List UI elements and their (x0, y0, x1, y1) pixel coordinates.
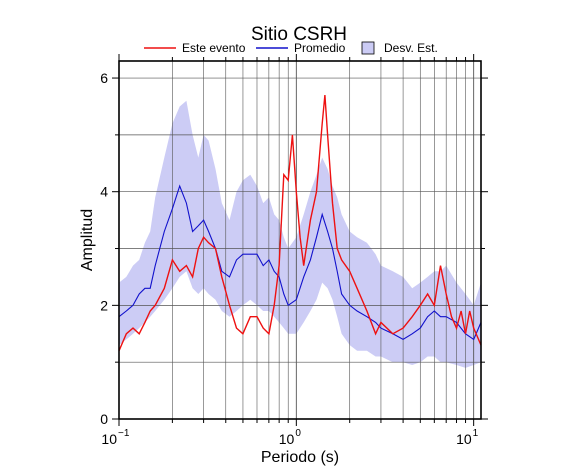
plot-frame (118, 60, 482, 420)
x-tick-label: 10 −1 (101, 428, 129, 447)
legend-label-este-evento: Este evento (182, 41, 246, 55)
x-tick-label-base: 10 (101, 431, 117, 447)
y-axis-label: Amplitud (79, 209, 96, 271)
x-tick-label-base: 10 (279, 431, 295, 447)
x-axis-label: Periodo (s) (261, 449, 339, 466)
legend-label-desv-est: Desv. Est. (384, 41, 438, 55)
x-tick-label-exponent: −1 (118, 428, 130, 439)
y-tick-label: 6 (100, 70, 108, 86)
y-tick-label: 0 (100, 411, 108, 427)
y-tick-label: 4 (100, 184, 108, 200)
x-tick-label-exponent: 1 (473, 428, 479, 439)
legend-swatch-desv-est (361, 41, 375, 55)
y-tick-labels: 0 2 4 6 (100, 70, 108, 427)
x-tick-label-exponent: 0 (295, 428, 301, 439)
legend: Este evento Promedio Desv. Est. (144, 41, 438, 55)
legend-label-promedio: Promedio (294, 41, 346, 55)
axis-ticks (112, 54, 488, 426)
x-tick-label-base: 10 (456, 431, 472, 447)
chart-title: Sitio CSRH (251, 24, 347, 45)
x-tick-label: 10 1 (456, 428, 479, 447)
series-line-este-evento (118, 95, 482, 352)
plot-area (112, 54, 488, 426)
x-tick-labels: 10 −1 10 0 10 1 (101, 428, 478, 447)
x-tick-label: 10 0 (279, 428, 302, 447)
series-line-promedio (118, 184, 482, 341)
y-tick-label: 2 (100, 297, 108, 313)
